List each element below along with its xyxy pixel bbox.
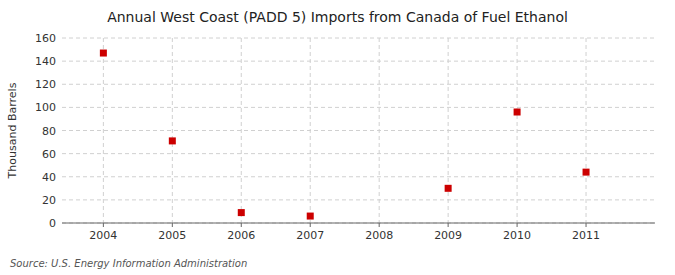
point (238, 209, 245, 216)
x-tick-label: 2006 (227, 229, 255, 242)
x-grid-line (586, 38, 587, 223)
x-grid-line (448, 38, 449, 223)
y-grid-line (62, 199, 655, 200)
y-grid-line (62, 130, 655, 131)
y-tick-label: 140 (35, 55, 56, 68)
x-grid-line (517, 38, 518, 223)
point (514, 109, 521, 116)
x-axis-line (62, 223, 655, 224)
x-tick (172, 223, 173, 227)
x-tick-label: 2008 (365, 229, 393, 242)
y-tick-label: 40 (42, 171, 56, 184)
y-grid-line (62, 176, 655, 177)
y-tick-label: 80 (42, 125, 56, 138)
x-tick (310, 223, 311, 227)
y-grid-line (62, 38, 655, 39)
point (583, 169, 590, 176)
y-grid-line (62, 107, 655, 108)
x-tick-label: 2007 (296, 229, 324, 242)
x-tick (586, 223, 587, 227)
y-tick-label: 160 (35, 32, 56, 45)
y-tick-label: 60 (42, 148, 56, 161)
point (445, 185, 452, 192)
chart: 2004 2005 2006 2007 2008 2009 2010 2011 0 20 40 60 8… (0, 0, 675, 275)
source-note: Source: U.S. Energy Information Administ… (10, 258, 247, 269)
x-grid-line (241, 38, 242, 223)
y-tick-label: 100 (35, 101, 56, 114)
point (169, 137, 176, 144)
y-grid-line (62, 223, 655, 224)
points (100, 50, 590, 220)
x-tick-label: 2004 (89, 229, 117, 242)
grid (62, 38, 655, 223)
x-tick-label: 2009 (434, 229, 462, 242)
x-tick (448, 223, 449, 227)
x-tick (103, 223, 104, 227)
x-grid-line (379, 38, 380, 223)
x-tick (241, 223, 242, 227)
x-axis: 2004 2005 2006 2007 2008 2009 2010 2011 (89, 223, 600, 242)
x-tick-label: 2011 (572, 229, 600, 242)
x-grid-line (103, 38, 104, 223)
point (307, 213, 314, 220)
y-tick-label: 120 (35, 78, 56, 91)
x-grid-line (310, 38, 311, 223)
y-tick-label: 0 (49, 217, 56, 230)
y-grid-line (62, 153, 655, 154)
y-tick-label: 20 (42, 194, 56, 207)
title: Annual West Coast (PADD 5) Imports from … (107, 9, 568, 25)
x-tick (517, 223, 518, 227)
x-tick-label: 2005 (158, 229, 186, 242)
x-tick-label: 2010 (503, 229, 531, 242)
point (100, 50, 107, 57)
y-grid-line (62, 61, 655, 62)
x-grid-line (172, 38, 173, 223)
y-axis-label: Thousand Barrels (6, 82, 19, 179)
y-grid-line (62, 84, 655, 85)
y-axis: 0 20 40 60 80 100 120 140 160 (35, 32, 56, 230)
x-tick (379, 223, 380, 227)
